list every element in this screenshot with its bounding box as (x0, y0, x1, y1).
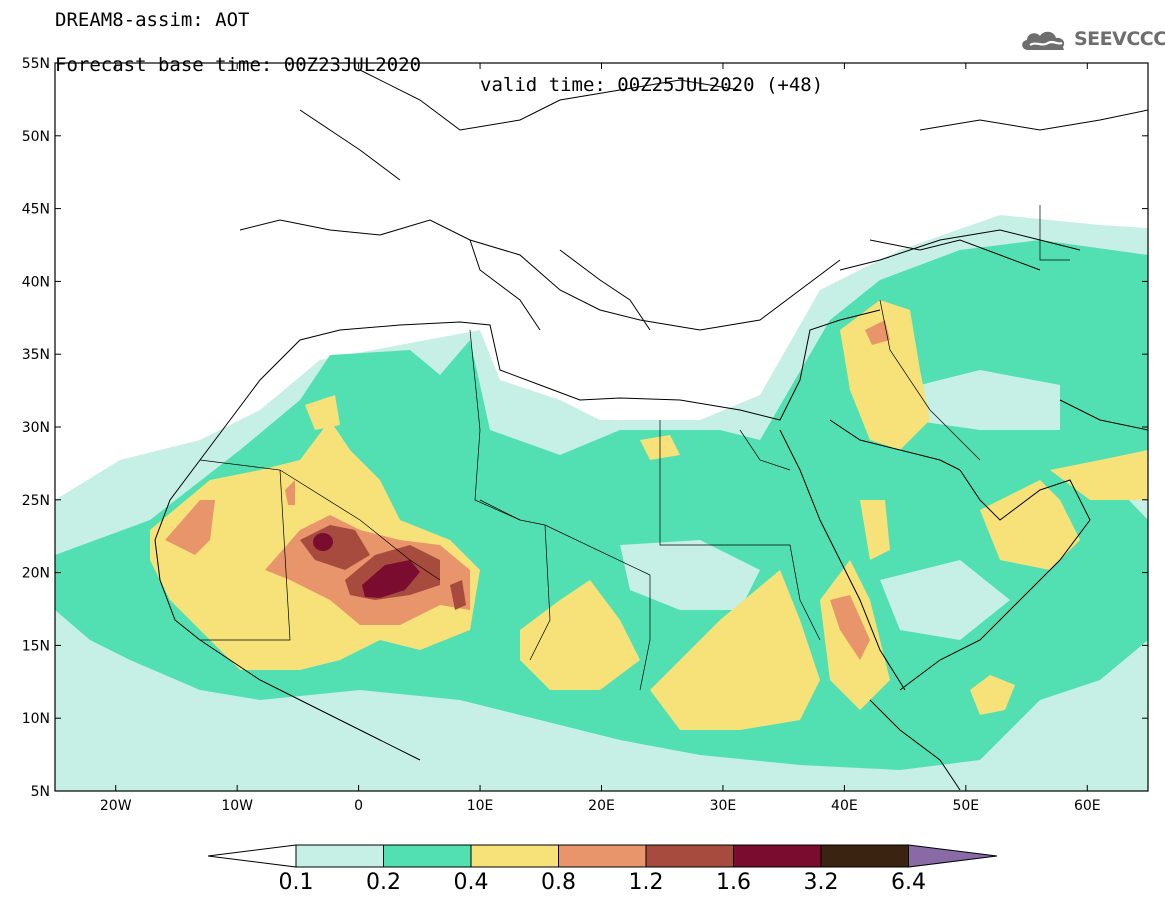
colorbar-segment (295, 844, 384, 868)
colorbar-segment (645, 844, 734, 868)
colorbar-under-triangle (207, 844, 297, 868)
lon-tick-label: 60E (1074, 798, 1101, 814)
colorbar-label: 6.4 (891, 870, 926, 895)
lon-tick-label: 30E (710, 798, 737, 814)
lat-tick-label: 55N (22, 56, 50, 72)
colorbar-over-triangle (908, 844, 998, 868)
logo-text: SEEVCCC (1074, 28, 1165, 50)
colorbar-segment (383, 844, 472, 868)
lat-tick-label: 40N (22, 274, 50, 290)
lat-tick-label: 50N (22, 129, 50, 145)
country-borders (199, 205, 1070, 691)
colorbar-segment (820, 844, 909, 868)
lon-tick-label: 40E (831, 798, 858, 814)
colorbar-label: 0.2 (366, 870, 401, 895)
lon-tick-label: 10E (467, 798, 494, 814)
lat-tick-label: 15N (22, 638, 50, 654)
lat-axis: 55N 50N 45N 40N 35N 30N 25N 20N 15N 10N 5N (22, 56, 1148, 800)
colorbar-segment (558, 844, 647, 868)
lon-axis: 20W 10W 0 10E 20E 30E 40E 50E 60E (100, 63, 1101, 814)
time-info: Forecast base time: 00Z23JUL2020 valid t… (55, 35, 823, 95)
lon-tick-label: 10W (221, 798, 253, 814)
base-time-label: Forecast base time: 00Z23JUL2020 (55, 54, 422, 76)
lon-tick-label: 20E (588, 798, 615, 814)
lat-tick-label: 5N (31, 784, 50, 800)
colorbar-label: 3.2 (803, 870, 839, 895)
colorbar-label: 0.4 (453, 870, 489, 895)
lat-tick-label: 20N (22, 566, 50, 582)
colorbar-segment (733, 844, 822, 868)
colorbar-label: 0.1 (278, 870, 314, 895)
colorbar-label: 0.8 (541, 870, 576, 895)
colorbar-label: 1.6 (716, 870, 751, 895)
map-title: DREAM8-assim: AOT (55, 9, 250, 31)
lat-tick-label: 30N (22, 420, 50, 436)
lat-tick-label: 45N (22, 202, 50, 218)
cloud-icon (1022, 31, 1065, 50)
aot-shade-1.6 (313, 533, 420, 598)
lon-tick-label: 0 (354, 798, 363, 814)
lat-tick-label: 10N (22, 711, 50, 727)
colorbar-segment (470, 844, 559, 868)
colorbar-label: 1.2 (628, 870, 664, 895)
lat-tick-label: 25N (22, 493, 50, 509)
lat-tick-label: 35N (22, 347, 50, 363)
colorbar (207, 844, 998, 868)
lon-tick-label: 20W (100, 798, 132, 814)
valid-time-label: valid time: 00Z25JUL2020 (+48) (480, 74, 824, 96)
seevccc-logo: SEEVCCC (1018, 26, 1165, 54)
lon-tick-label: 50E (952, 798, 979, 814)
